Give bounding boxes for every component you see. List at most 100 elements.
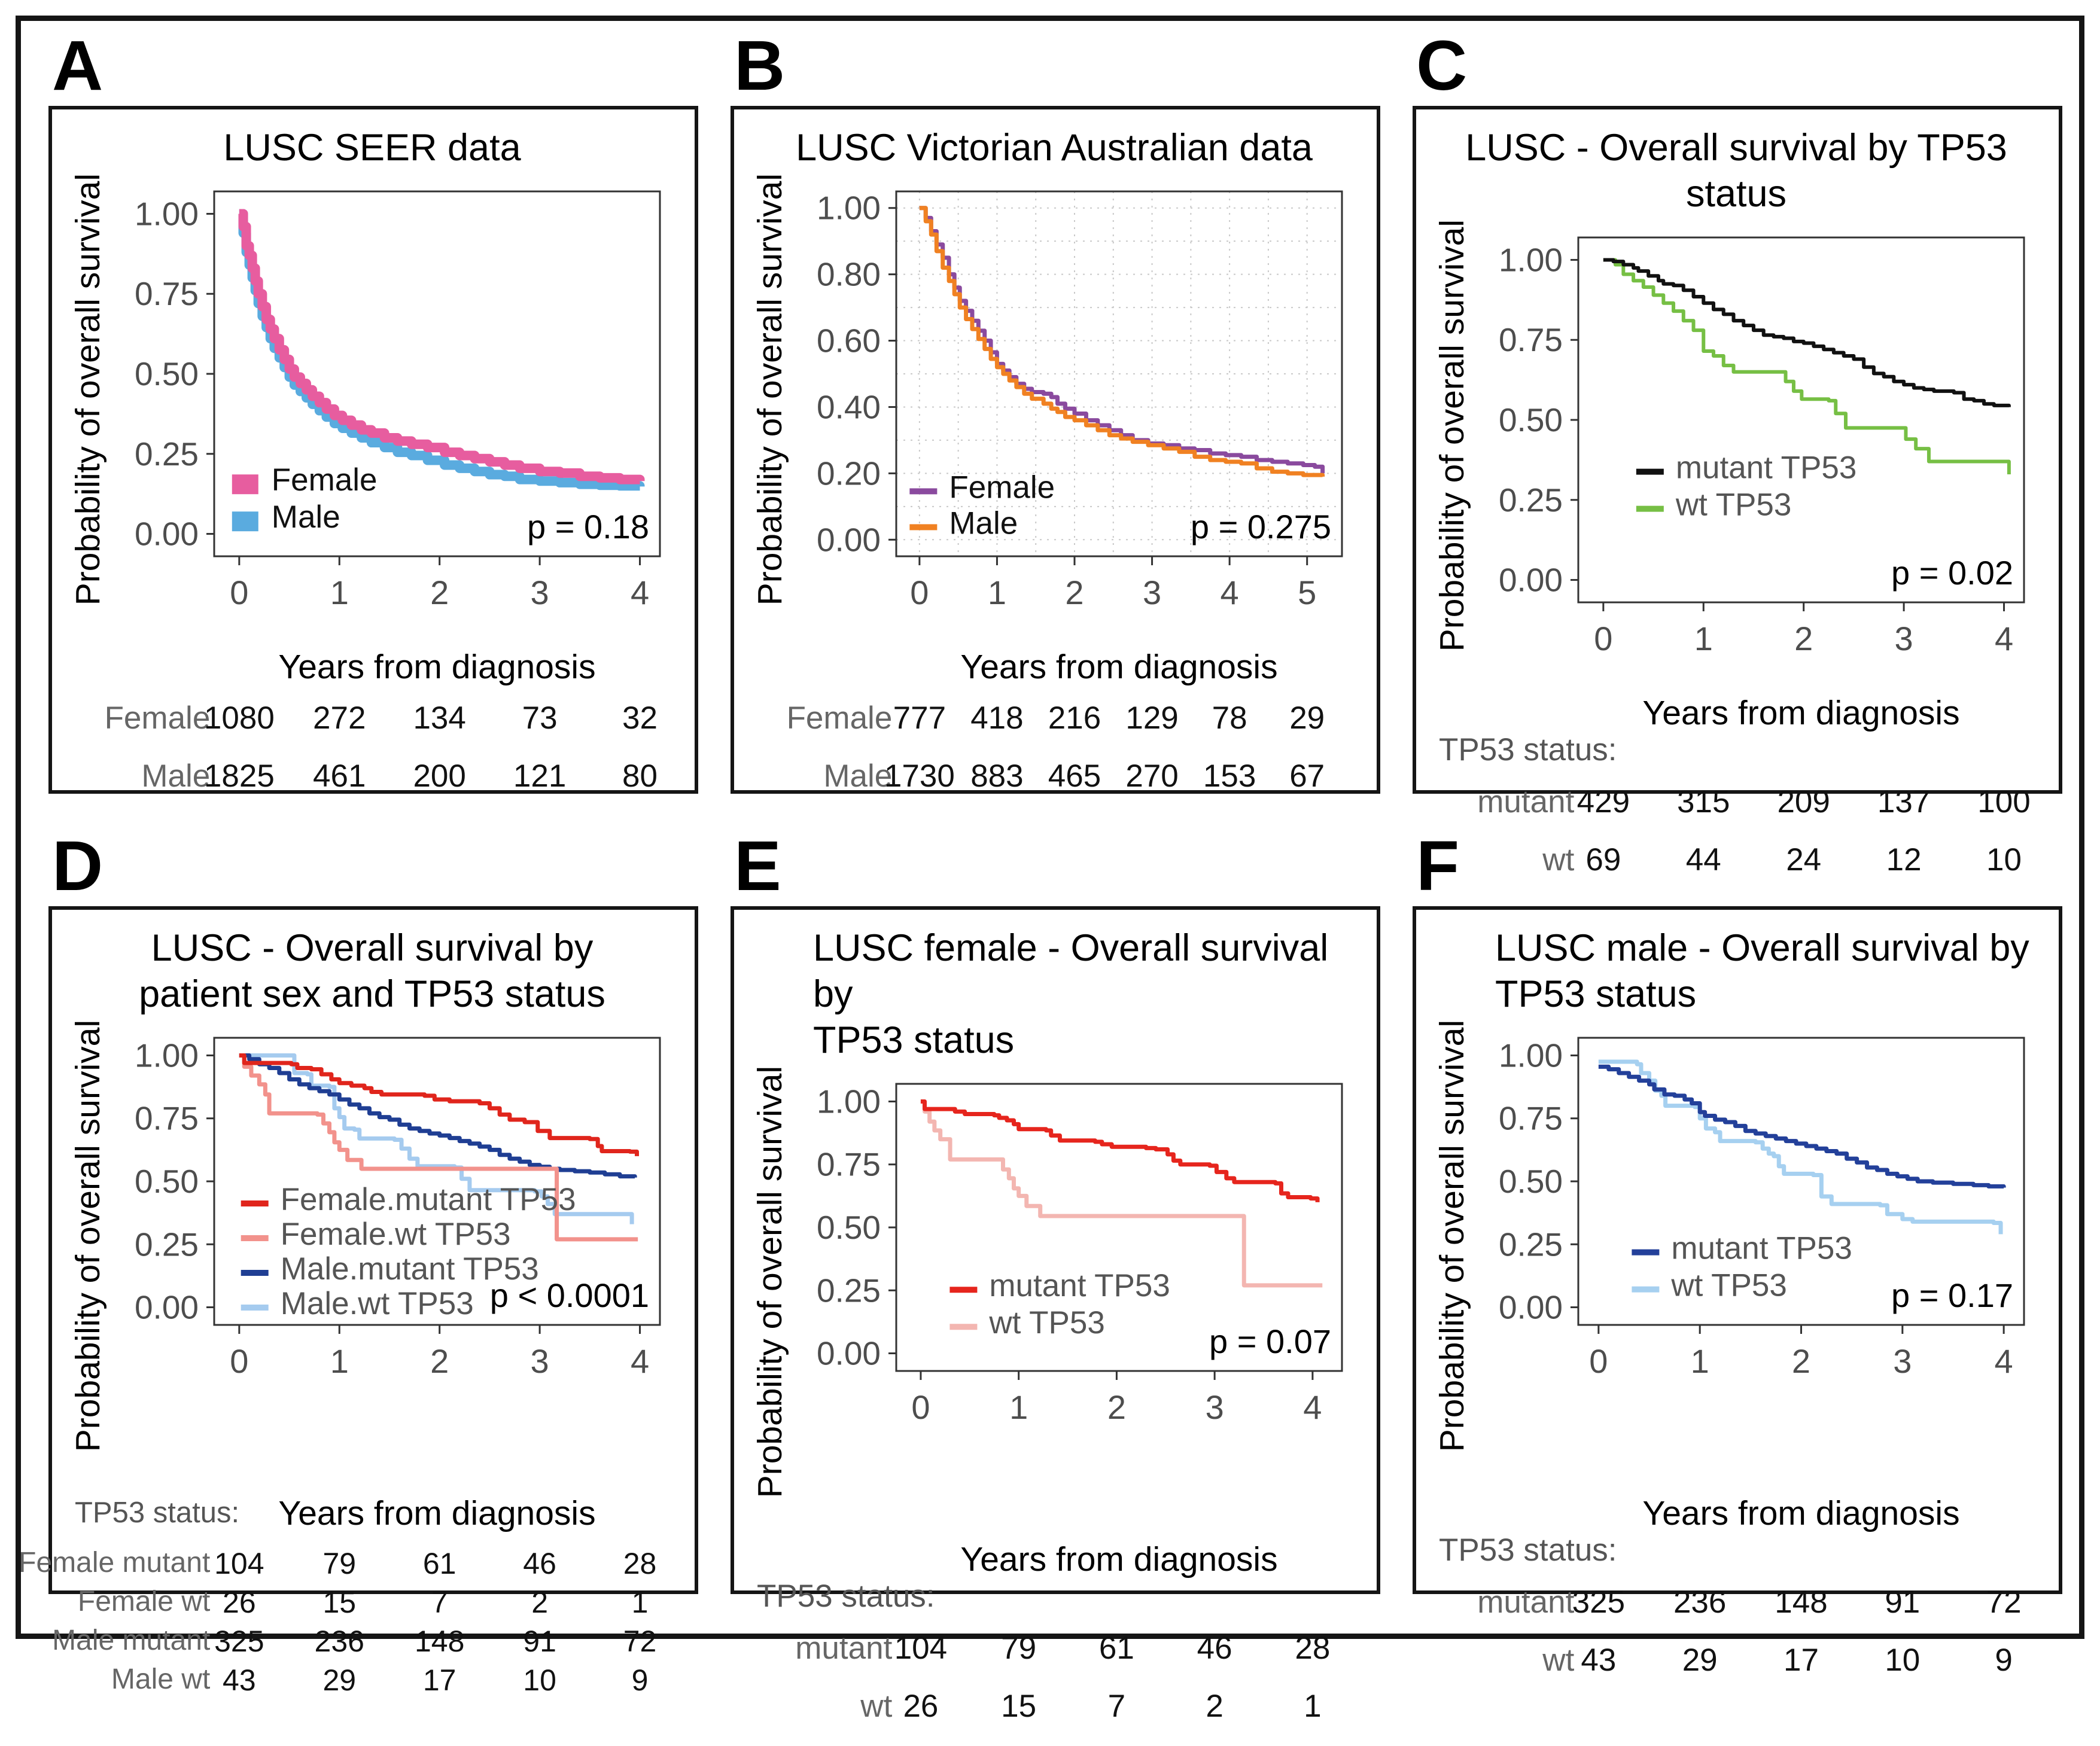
risk-table-row: Male 1730 883 465 270 153 67: [823, 758, 1342, 816]
panel-c-box: LUSC - Overall survival by TP53 status P…: [1413, 106, 2062, 877]
svg-text:4: 4: [631, 1342, 649, 1380]
risk-count: 200: [413, 758, 466, 794]
risk-count: 29: [1289, 700, 1325, 736]
km-plot-b: 0.00 0.20 0.40 0.60 0.80 1.00 0 1 2 3 4 5 FemaleMale…: [817, 190, 1343, 611]
panel-e-risk-block: Years from diagnosis TP53 status: mutant…: [748, 1540, 1360, 1746]
risk-count: 1730: [884, 758, 955, 794]
svg-text:p = 0.275: p = 0.275: [1191, 508, 1331, 546]
risk-count: 29: [1682, 1643, 1718, 1678]
panel-e-title: LUSC female - Overall survival by TP53 s…: [813, 927, 1329, 1061]
panel-b-plot-area: Probability of overall survival 0.00 0.20…: [748, 173, 1360, 647]
x-axis-label-row: Years from diagnosis: [748, 1540, 1360, 1579]
risk-count: 17: [1784, 1643, 1819, 1678]
risk-count: 216: [1048, 700, 1101, 736]
panel-a-risk-block: Years from diagnosis Female 1080 272 134 73 3…: [66, 647, 678, 816]
risk-table-header: TP53 status:: [75, 1497, 240, 1529]
panel-f: F LUSC male - Overall survival by TP53 s…: [1413, 827, 2062, 1678]
panel-d-risk-block: Years from diagnosis TP53 status: Female…: [19, 1494, 678, 1702]
x-axis-label-row: Years from diagnosis TP53 status:: [66, 1494, 678, 1532]
svg-text:4: 4: [1221, 574, 1239, 611]
risk-row-label: Male: [141, 758, 211, 794]
risk-count: 10: [1986, 842, 2022, 878]
svg-text:3: 3: [531, 1342, 549, 1380]
panel-c: C LUSC - Overall survival by TP53 status…: [1413, 28, 2062, 877]
risk-count: 72: [623, 1625, 657, 1659]
panel-b: B LUSC Victorian Australian data Probabi…: [731, 28, 1380, 794]
risk-count: 80: [622, 758, 658, 794]
risk-table: Female mutant 104 79 61 46 28 Female wt 26 15 7 2 1…: [19, 1546, 660, 1702]
svg-text:0.00: 0.00: [817, 521, 881, 558]
y-axis-label: Probability of overall survival: [1433, 1019, 1471, 1452]
svg-text:Female.wt TP53: Female.wt TP53: [281, 1217, 511, 1252]
risk-table-row: Female wt 26 15 7 2 1: [78, 1585, 660, 1624]
svg-text:0.50: 0.50: [135, 355, 199, 392]
svg-text:p < 0.0001: p < 0.0001: [490, 1276, 649, 1314]
risk-count: 44: [1685, 842, 1721, 878]
panel-c-plot-area: Probability of overall survival 0.00 0.25…: [1431, 220, 2042, 693]
svg-text:0.50: 0.50: [817, 1209, 881, 1246]
risk-table-row: Female mutant 104 79 61 46 28: [19, 1546, 660, 1585]
panel-e-box: LUSC female - Overall survival by TP53 s…: [731, 906, 1380, 1724]
panel-row-top: A LUSC SEER data Probability of overall …: [48, 28, 2062, 877]
risk-table-row: wt 43 29 17 10 9: [1542, 1642, 2024, 1700]
risk-count: 1080: [203, 700, 275, 736]
panel-f-title: LUSC male - Overall survival by TP53 sta…: [1495, 927, 2029, 1015]
risk-count: 148: [414, 1625, 465, 1659]
risk-count: 26: [223, 1586, 256, 1620]
risk-count: 15: [1001, 1688, 1037, 1724]
y-axis-label: Probability of overall survival: [751, 1065, 789, 1498]
risk-row-label: Male mutant: [52, 1625, 211, 1657]
risk-count: 28: [623, 1547, 657, 1581]
risk-count: 28: [1295, 1630, 1331, 1666]
risk-count: 429: [1576, 784, 1630, 820]
svg-text:1.00: 1.00: [817, 1083, 881, 1120]
svg-text:wt TP53: wt TP53: [1675, 487, 1791, 522]
risk-row-label: mutant: [795, 1630, 893, 1666]
svg-text:0.00: 0.00: [817, 1334, 881, 1372]
risk-count: 104: [214, 1547, 264, 1581]
risk-count: 104: [894, 1630, 948, 1666]
panel-letter-e: E: [734, 827, 781, 906]
svg-text:Male: Male: [272, 499, 340, 535]
svg-text:p = 0.02: p = 0.02: [1891, 554, 2013, 592]
panel-letter-f: F: [1416, 827, 1460, 906]
svg-text:0: 0: [1594, 620, 1612, 657]
x-axis-label-row: Years from diagnosis: [1431, 693, 2042, 733]
risk-count: 32: [622, 700, 658, 736]
risk-count: 315: [1677, 784, 1730, 820]
risk-table-row: mutant 325 236 148 91 72: [1477, 1584, 2024, 1642]
svg-text:0.60: 0.60: [817, 322, 881, 359]
risk-count: 9: [1995, 1643, 2013, 1678]
risk-count: 79: [322, 1547, 357, 1581]
risk-row-label: wt: [1542, 842, 1575, 878]
risk-row-label: Female wt: [77, 1586, 211, 1618]
panel-d-box: LUSC - Overall survival by patient sex a…: [19, 906, 698, 1697]
panel-letter-b: B: [734, 26, 786, 105]
risk-table: mutant 104 79 61 46 28 wt 26 15 7 2 1: [795, 1630, 1342, 1746]
svg-text:0.00: 0.00: [135, 515, 199, 552]
panel-f-risk-block: Years from diagnosis TP53 status: mutant…: [1431, 1494, 2042, 1700]
risk-table-row: mutant 429 315 209 137 100: [1477, 784, 2030, 842]
svg-text:p = 0.07: p = 0.07: [1209, 1323, 1331, 1360]
svg-text:mutant TP53: mutant TP53: [1676, 450, 1856, 485]
x-axis-label: Years from diagnosis: [1642, 694, 1960, 733]
risk-count: 43: [223, 1663, 256, 1698]
x-axis-label-row: Years from diagnosis: [1431, 1494, 2042, 1533]
risk-table-row: mutant 104 79 61 46 28: [795, 1630, 1342, 1688]
risk-count: 10: [1885, 1643, 1921, 1678]
svg-text:4: 4: [631, 574, 649, 611]
svg-text:wt TP53: wt TP53: [988, 1305, 1104, 1340]
risk-count: 153: [1203, 758, 1256, 794]
risk-table-row: Male wt 43 29 17 10 9: [111, 1663, 660, 1702]
x-axis-label-row: Years from diagnosis: [748, 647, 1360, 686]
svg-text:Male.mutant TP53: Male.mutant TP53: [281, 1251, 539, 1287]
x-axis-label: Years from diagnosis: [1642, 1494, 1960, 1533]
risk-count: 236: [314, 1625, 364, 1659]
risk-count: 883: [970, 758, 1024, 794]
svg-text:Female.mutant TP53: Female.mutant TP53: [281, 1182, 576, 1217]
risk-count: 100: [1977, 784, 2031, 820]
risk-row-label: wt: [860, 1688, 893, 1724]
risk-count: 69: [1585, 842, 1621, 878]
